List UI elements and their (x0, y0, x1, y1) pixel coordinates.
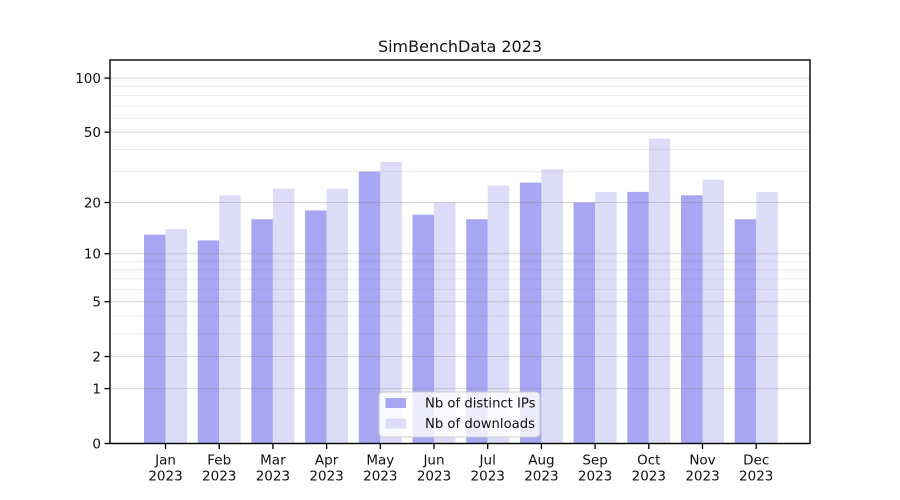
bar-nb-of-downloads-apr (326, 188, 349, 444)
y-tick-label-1: 1 (92, 381, 101, 397)
x-tick-label-dec: Dec 2023 (739, 453, 773, 485)
plot-border (109, 59, 811, 445)
bar-nb-of-downloads-oct (648, 138, 671, 444)
bar-nb-of-downloads-dec (756, 191, 778, 444)
y-tick-label-0: 0 (92, 436, 101, 452)
x-tick-label-nov: Nov 2023 (685, 453, 719, 485)
x-tick-label-oct: Oct 2023 (632, 453, 666, 485)
legend-swatch-distinct-ips (385, 398, 406, 408)
y-tick-label-50: 50 (84, 125, 101, 141)
y-tick-label-2: 2 (92, 349, 101, 365)
x-tick-label-mar: Mar 2023 (256, 453, 290, 485)
x-tick-label-feb: Feb 2023 (202, 453, 236, 485)
bar-nb-of-distinct-ips-apr (305, 210, 327, 444)
x-tick-label-sep: Sep 2023 (578, 453, 612, 485)
bar-nb-of-downloads-jul (487, 185, 510, 444)
bar-nb-of-downloads-mar (272, 188, 295, 444)
bar-nb-of-downloads-may (380, 162, 402, 444)
bar-nb-of-distinct-ips-sep (573, 202, 596, 444)
x-tick-label-jul: Jul 2023 (471, 453, 505, 485)
y-tick-label-100: 100 (75, 71, 101, 87)
bar-nb-of-downloads-aug (541, 169, 563, 444)
bar-nb-of-distinct-ips-mar (251, 219, 273, 444)
chart-title: SimBenchData 2023 (378, 37, 542, 56)
x-tick-label-jan: Jan 2023 (148, 453, 182, 485)
bar-nb-of-distinct-ips-oct (627, 191, 649, 444)
bar-nb-of-downloads-nov (702, 179, 724, 444)
legend-label-downloads: Nb of downloads (425, 417, 535, 432)
y-tick-label-10: 10 (84, 247, 101, 263)
bar-nb-of-distinct-ips-jul (466, 219, 488, 444)
bar-nb-of-distinct-ips-feb (197, 240, 220, 444)
y-tick-label-20: 20 (84, 195, 101, 211)
x-tick-label-apr: Apr 2023 (309, 453, 343, 485)
bar-nb-of-downloads-jun (434, 202, 456, 444)
bar-nb-of-distinct-ips-nov (681, 195, 703, 444)
bar-nb-of-distinct-ips-aug (519, 182, 542, 444)
bar-nb-of-distinct-ips-dec (734, 219, 757, 444)
legend: Nb of distinct IPs Nb of downloads (378, 391, 541, 438)
x-tick-label-jun: Jun 2023 (417, 453, 451, 485)
bar-nb-of-downloads-jan (165, 229, 187, 444)
bar-nb-of-distinct-ips-jan (144, 234, 166, 444)
legend-box (378, 391, 541, 438)
bar-nb-of-distinct-ips-may (358, 171, 381, 444)
x-tick-label-aug: Aug 2023 (524, 453, 558, 485)
grid-layer (110, 77, 810, 390)
y-tick-label-5: 5 (92, 295, 101, 311)
bar-nb-of-distinct-ips-jun (412, 214, 434, 444)
bar-nb-of-downloads-sep (595, 191, 617, 444)
x-tick-label-may: May 2023 (363, 453, 397, 485)
legend-label-distinct-ips: Nb of distinct IPs (425, 397, 536, 412)
bars-layer (144, 138, 778, 444)
bar-nb-of-downloads-feb (219, 195, 241, 444)
legend-swatch-downloads (385, 418, 406, 429)
